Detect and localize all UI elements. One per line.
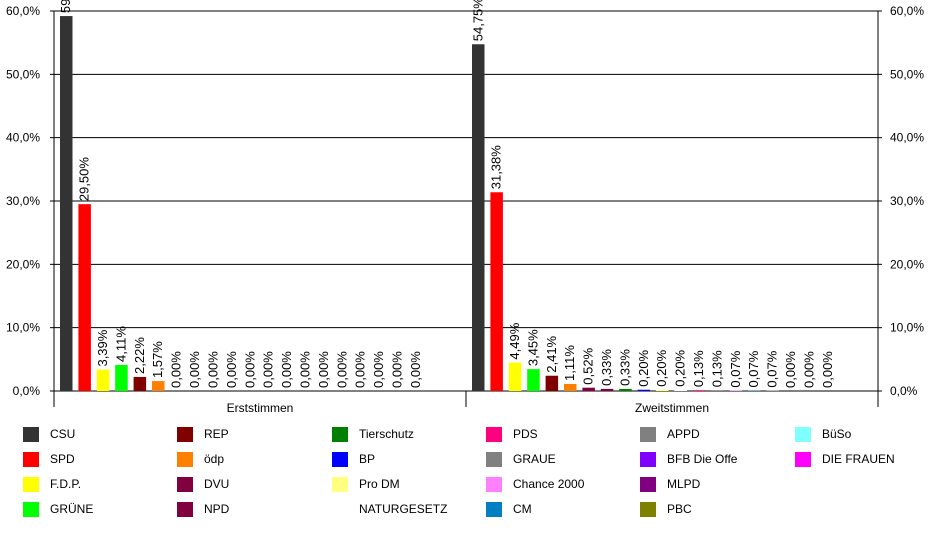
data-label: 4,49% (507, 322, 522, 359)
bar (490, 192, 503, 391)
category-label: Erststimmen (227, 401, 294, 415)
data-label: 2,22% (132, 337, 147, 374)
data-label: 4,11% (113, 326, 128, 362)
data-label: 2,41% (544, 335, 559, 372)
bar (78, 204, 91, 391)
data-label: 0,00% (279, 351, 294, 388)
y-tick-label-right: 30,0% (890, 194, 924, 208)
y-tick-label-left: 40,0% (6, 131, 40, 145)
bar (527, 369, 540, 391)
data-label: 0,00% (353, 351, 368, 388)
bar (711, 390, 724, 391)
data-label: 0,00% (169, 351, 184, 388)
data-label: 0,07% (765, 350, 780, 387)
data-label: 0,00% (261, 351, 276, 388)
data-label: 0,07% (728, 350, 743, 387)
bar (60, 16, 73, 391)
data-label: 0,20% (673, 349, 688, 386)
data-label: 0,00% (820, 351, 835, 388)
data-label: 54,75% (470, 0, 485, 41)
category-label: Zweitstimmen (635, 401, 709, 415)
data-label: 0,00% (224, 351, 239, 388)
bar (693, 390, 706, 391)
data-label: 0,20% (654, 349, 669, 386)
bar (601, 389, 614, 391)
bar (152, 381, 165, 391)
bar (134, 377, 147, 391)
data-label: 0,13% (709, 350, 724, 387)
data-label: 3,45% (525, 329, 540, 366)
bar (564, 384, 577, 391)
y-tick-label-right: 20,0% (890, 257, 924, 271)
data-label: 0,00% (242, 351, 257, 388)
data-label: 0,00% (371, 351, 386, 388)
y-tick-label-right: 40,0% (890, 131, 924, 145)
data-label: 59,20% (58, 0, 73, 13)
data-label: 3,39% (95, 329, 110, 366)
bar (97, 370, 110, 391)
data-label: 0,00% (205, 351, 220, 388)
y-tick-label-left: 10,0% (6, 321, 40, 335)
data-label: 0,00% (801, 351, 816, 388)
y-tick-label-left: 60,0% (6, 4, 40, 18)
y-tick-label-left: 0,0% (13, 384, 41, 398)
y-tick-label-right: 50,0% (890, 67, 924, 81)
bar (115, 365, 128, 391)
data-label: 29,50% (77, 157, 92, 202)
y-tick-label-left: 30,0% (6, 194, 40, 208)
y-tick-label-right: 10,0% (890, 321, 924, 335)
data-label: 0,00% (408, 351, 423, 388)
y-tick-label-right: 0,0% (890, 384, 918, 398)
data-label: 0,13% (691, 350, 706, 387)
data-label: 1,11% (562, 345, 577, 381)
data-label: 0,33% (617, 349, 632, 386)
data-label: 0,00% (783, 351, 798, 388)
bar (638, 390, 651, 391)
bar (509, 363, 522, 391)
data-label: 0,00% (334, 351, 349, 388)
data-label: 0,00% (316, 351, 331, 388)
data-label: 0,00% (187, 351, 202, 388)
bar (656, 390, 669, 391)
data-label: 31,38% (489, 145, 504, 190)
y-tick-label-left: 20,0% (6, 257, 40, 271)
bar (472, 44, 485, 391)
y-tick-label-right: 60,0% (890, 4, 924, 18)
data-label: 0,07% (746, 350, 761, 387)
bar (619, 389, 632, 391)
bar (674, 390, 687, 391)
bar (582, 388, 595, 391)
data-label: 0,20% (636, 349, 651, 386)
data-label: 1,57% (150, 341, 165, 378)
data-label: 0,00% (297, 351, 312, 388)
data-label: 0,00% (389, 351, 404, 388)
data-label: 0,52% (581, 347, 596, 384)
data-label: 0,33% (599, 349, 614, 386)
y-tick-label-left: 50,0% (6, 67, 40, 81)
bar (546, 376, 559, 391)
